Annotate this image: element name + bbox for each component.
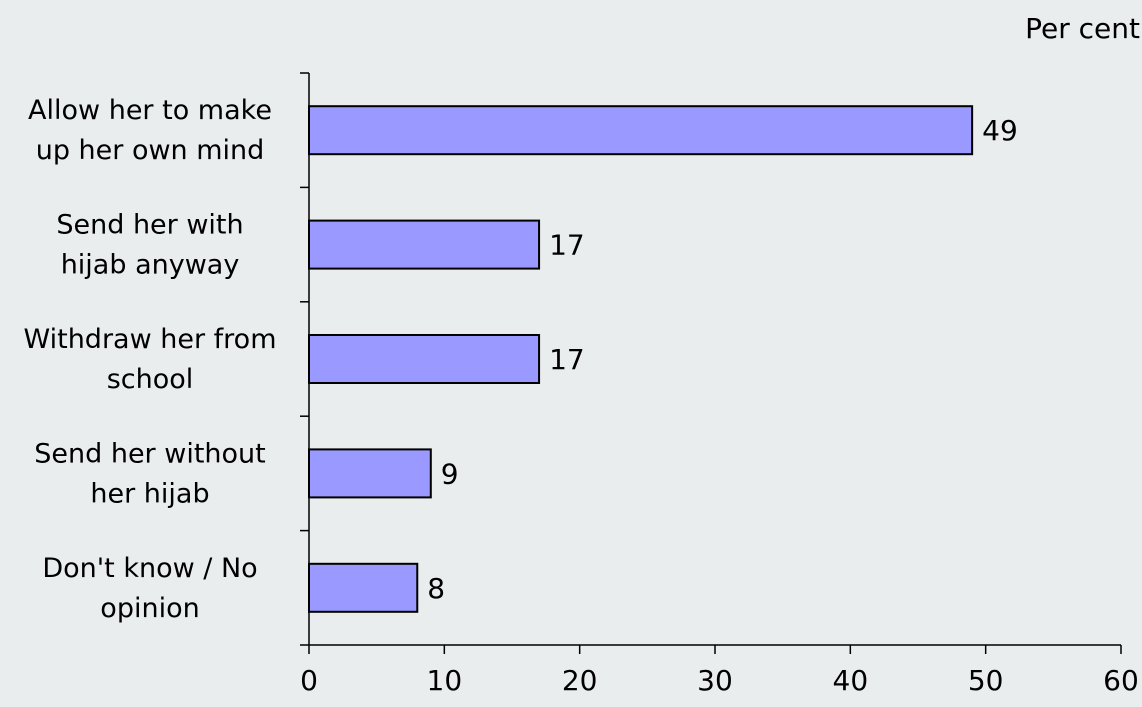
unit-label: Per cent	[1025, 12, 1140, 45]
x-tick-label: 0	[300, 664, 318, 697]
data-label: 17	[549, 343, 585, 376]
category-label-line: her hijab	[90, 478, 209, 509]
bar	[308, 334, 541, 384]
category-label: Send her without her hijab	[34, 438, 266, 509]
bars-layer	[308, 105, 974, 613]
bar	[308, 562, 419, 613]
data-label: 17	[549, 229, 585, 262]
x-tick-label: 60	[1103, 664, 1139, 697]
data-label: 8	[427, 572, 445, 605]
x-tick-label: 30	[697, 664, 733, 697]
data-label: 9	[441, 457, 459, 490]
x-tick-label: 40	[833, 664, 869, 697]
bar	[308, 219, 541, 270]
category-label-line: Withdraw her from	[24, 324, 277, 355]
category-label-line: Allow her to make	[28, 95, 272, 126]
category-label-line: Send her with	[56, 210, 243, 241]
category-label: Withdraw her from school	[24, 324, 277, 395]
category-label-line: up her own mind	[36, 135, 265, 166]
bar	[308, 105, 974, 156]
category-label-line: school	[107, 364, 194, 395]
category-label: Allow her to make up her own mind	[28, 95, 272, 166]
category-label-line: opinion	[100, 593, 199, 624]
category-label-line: hijab anyway	[61, 250, 240, 281]
bar	[308, 448, 432, 499]
category-label-line: Don't know / No	[42, 553, 257, 584]
x-tick-label: 50	[968, 664, 1004, 697]
data-label: 49	[982, 114, 1018, 147]
category-label: Send her with hijab anyway	[56, 210, 243, 281]
category-label: Don't know / No opinion	[42, 553, 257, 624]
axis-layer: 0 10 20 30 40 50 60	[300, 72, 1139, 697]
labels-layer: 49 Allow her to make up her own mind 17 Send…	[24, 95, 1018, 624]
x-tick-label: 20	[562, 664, 598, 697]
category-label-line: Send her without	[34, 438, 266, 469]
x-tick-label: 10	[427, 664, 463, 697]
